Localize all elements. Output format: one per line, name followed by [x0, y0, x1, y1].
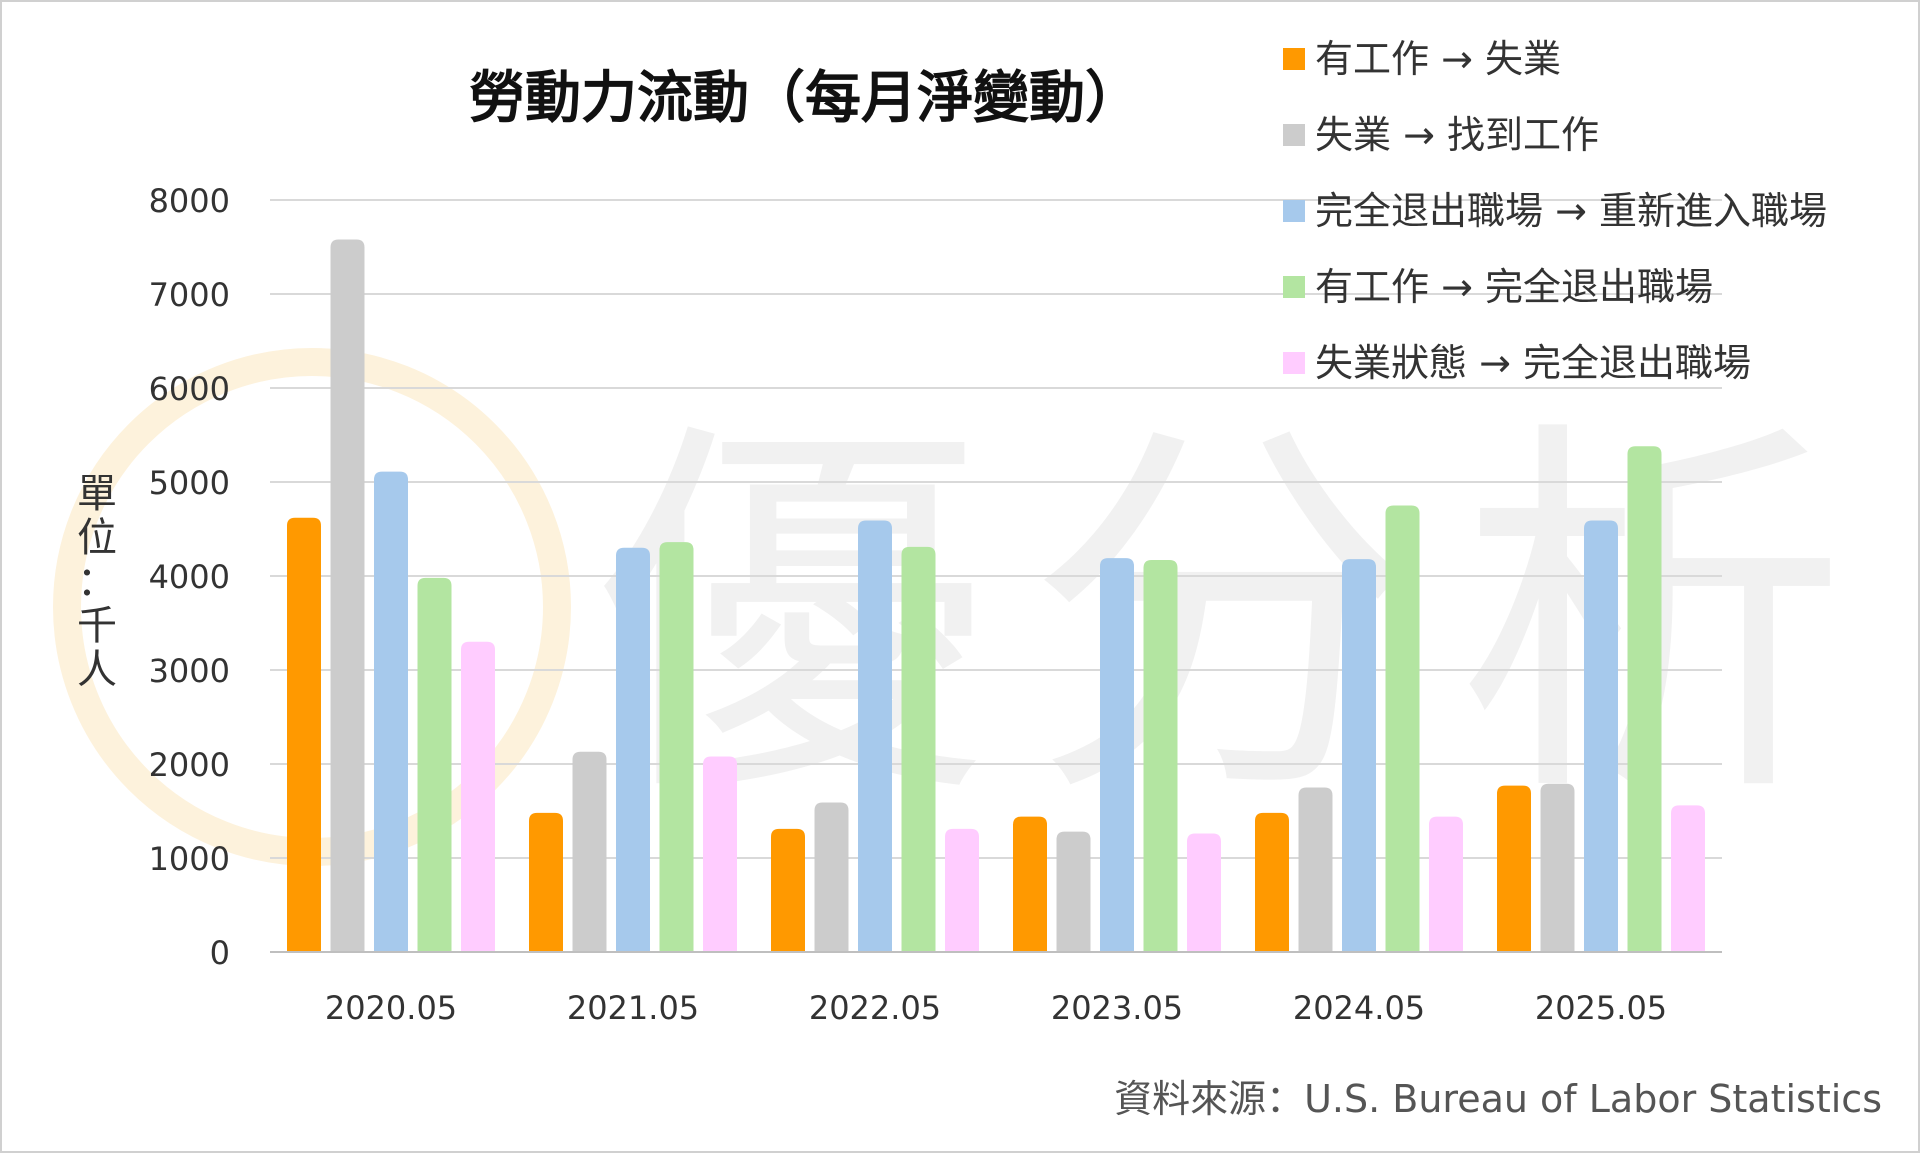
y-axis-label: 單位：千人: [77, 471, 117, 693]
bar: [858, 520, 892, 952]
chart-title: 勞動力流動（每月淨變動）: [469, 66, 1141, 131]
bar: [1540, 783, 1575, 952]
x-tick-label: 2023.05: [1051, 989, 1183, 1027]
gridlines: [270, 199, 1722, 859]
y-tick-label: 7000: [149, 276, 230, 314]
bar: [1584, 520, 1618, 952]
bar: [901, 546, 936, 952]
x-tick-label: 2022.05: [809, 989, 941, 1027]
bar: [771, 828, 805, 952]
y-axis-title-char: 單: [77, 471, 117, 517]
legend-swatch: [1283, 124, 1305, 146]
y-axis-title-char: 位: [77, 515, 117, 561]
legend-label: 有工作 → 失業: [1315, 37, 1561, 81]
y-tick-label: 0: [210, 934, 230, 972]
bar: [1056, 831, 1091, 952]
bar: [1187, 833, 1221, 952]
bar: [1385, 505, 1420, 952]
watermark-text: 優分析: [597, 390, 1887, 844]
bar: [287, 517, 321, 952]
legend-label: 完全退出職場 → 重新進入職場: [1315, 189, 1827, 233]
y-axis-title-char: ：: [77, 559, 117, 605]
bar: [1100, 558, 1134, 952]
bar: [659, 542, 694, 952]
bar: [703, 756, 737, 952]
y-axis-title-char: 人: [77, 647, 117, 693]
y-tick-label: 3000: [149, 652, 230, 690]
bar: [572, 751, 607, 952]
x-tick-label: 2025.05: [1535, 989, 1667, 1027]
bar: [1298, 787, 1333, 952]
legend-label: 失業狀態 → 完全退出職場: [1315, 341, 1751, 385]
bar: [1497, 785, 1531, 952]
legend-swatch: [1283, 48, 1305, 70]
bar: [1429, 816, 1463, 952]
bars: [287, 239, 1705, 953]
bar: [1013, 816, 1047, 952]
y-axis-title-char: 千: [77, 603, 117, 649]
y-tick-label: 2000: [149, 746, 230, 784]
y-tick-label: 5000: [149, 464, 230, 502]
legend-label: 有工作 → 完全退出職場: [1315, 265, 1713, 309]
bar: [461, 641, 495, 952]
y-tick-label: 1000: [149, 840, 230, 878]
y-tick-label: 4000: [149, 558, 230, 596]
x-tick-label: 2020.05: [325, 989, 457, 1027]
bar: [417, 577, 452, 952]
y-tick-label: 6000: [149, 370, 230, 408]
bar: [1671, 805, 1705, 952]
legend-label: 失業 → 找到工作: [1315, 113, 1599, 157]
bar: [616, 547, 650, 952]
bar: [1627, 446, 1662, 952]
bar: [330, 239, 365, 953]
axes: 0 1000 2000 3000 4000 5000 6000 7000 8000 2020.05…: [149, 182, 1722, 1027]
bar: [374, 471, 408, 952]
bar: [1255, 812, 1289, 952]
source-note: 資料來源：U.S. Bureau of Labor Statistics: [1114, 1077, 1882, 1121]
legend-swatch: [1283, 200, 1305, 222]
legend-swatch: [1283, 352, 1305, 374]
bar: [814, 802, 849, 952]
x-tick-label: 2024.05: [1293, 989, 1425, 1027]
y-axis-title: 單位：千人: [77, 471, 117, 693]
bar: [529, 812, 563, 952]
legend-swatch: [1283, 276, 1305, 298]
bar: [1342, 559, 1376, 952]
bar: [1143, 560, 1178, 952]
y-tick-label: 8000: [149, 182, 230, 220]
bar: [945, 828, 979, 952]
x-tick-label: 2021.05: [567, 989, 699, 1027]
